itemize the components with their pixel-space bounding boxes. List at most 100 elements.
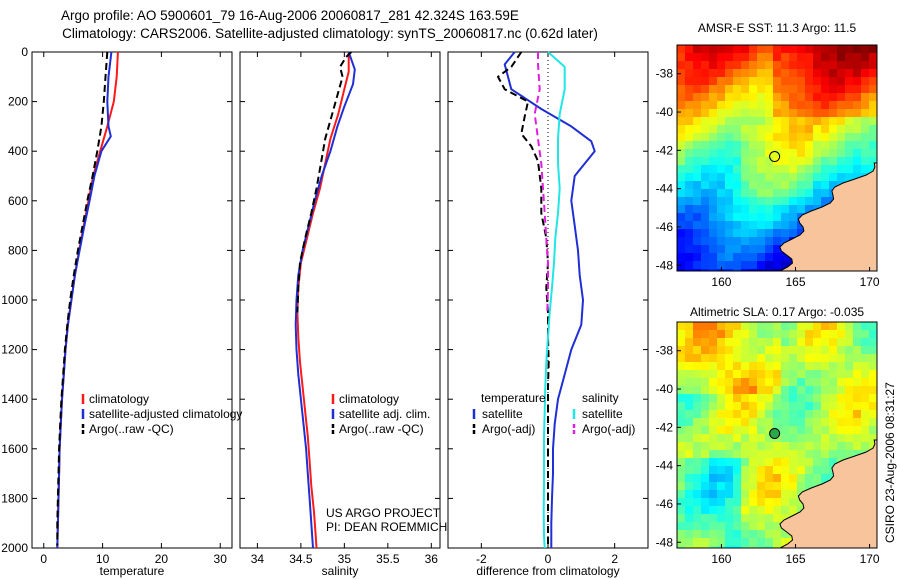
- map-cell: [741, 522, 750, 531]
- map-cell: [837, 85, 846, 94]
- map-cell: [733, 330, 742, 339]
- map-cell: [725, 418, 734, 427]
- map-cell: [693, 322, 702, 331]
- map-cell: [869, 69, 877, 78]
- map-cell: [701, 61, 710, 70]
- map-cell: [725, 402, 734, 411]
- map-cell: [709, 362, 718, 371]
- map-cell: [789, 229, 798, 238]
- map-cell: [773, 354, 782, 363]
- map-cell: [733, 189, 742, 198]
- map-cell: [861, 85, 870, 94]
- map-cell: [853, 338, 862, 347]
- map-cell: [773, 173, 782, 182]
- map-cell: [701, 466, 710, 475]
- map-cell: [741, 149, 750, 158]
- map-cell: [805, 101, 814, 110]
- map-cell: [701, 410, 710, 419]
- x-tick-label: 30: [214, 552, 228, 566]
- map-cell: [845, 117, 854, 126]
- map-cell: [757, 410, 766, 419]
- map-cell: [773, 410, 782, 419]
- map-cell: [709, 434, 718, 443]
- map-cell: [805, 141, 814, 150]
- csiro-timestamp: CSIRO 23-Aug-2006 08:31:27: [883, 382, 897, 543]
- map-cell: [693, 474, 702, 483]
- map-cell: [677, 330, 686, 339]
- map-cell: [781, 213, 790, 222]
- map-cell: [717, 482, 726, 491]
- map-cell: [717, 434, 726, 443]
- map-cell: [837, 418, 846, 427]
- map-cell: [741, 530, 750, 539]
- map-cell: [821, 85, 830, 94]
- map-cell: [781, 378, 790, 387]
- map-cell: [749, 490, 758, 499]
- map-cell: [845, 165, 854, 174]
- map-cell: [813, 141, 822, 150]
- map-cell: [773, 538, 782, 547]
- map-cell: [845, 109, 854, 118]
- map-cell: [717, 442, 726, 451]
- map-cell: [685, 450, 694, 459]
- map-cell: [829, 386, 838, 395]
- map-cell: [781, 173, 790, 182]
- map-cell: [789, 213, 798, 222]
- map-cell: [821, 410, 830, 419]
- map-cell: [805, 157, 814, 166]
- map-cell: [797, 450, 806, 459]
- map-cell: [861, 410, 870, 419]
- map-cell: [685, 354, 694, 363]
- map-cell: [789, 490, 798, 499]
- float-location-marker: [769, 428, 781, 440]
- map-cell: [805, 450, 814, 459]
- map-cell: [741, 93, 750, 102]
- map-cell: [733, 173, 742, 182]
- map-cell: [813, 370, 822, 379]
- map-cell: [709, 109, 718, 118]
- map-cell: [845, 125, 854, 134]
- map-cell: [693, 434, 702, 443]
- map-cell: [741, 346, 750, 355]
- map-cell: [677, 125, 686, 134]
- map-cell: [829, 330, 838, 339]
- map-cell: [781, 157, 790, 166]
- chart-title-line1: Argo profile: AO 5900601_79 16-Aug-2006 …: [61, 8, 519, 23]
- map-cell: [845, 69, 854, 78]
- map-cell: [765, 77, 774, 86]
- map-cell: [717, 189, 726, 198]
- map-title: AMSR-E SST: 11.3 Argo: 11.5: [698, 21, 857, 35]
- map-cell: [821, 45, 830, 54]
- map-cell: [821, 426, 830, 435]
- map-cell: [693, 426, 702, 435]
- map-cell: [837, 133, 846, 142]
- map-cell: [709, 482, 718, 491]
- map-cell: [845, 149, 854, 158]
- map-cell: [749, 133, 758, 142]
- map-cell: [741, 482, 750, 491]
- map-cell: [685, 141, 694, 150]
- map-cell: [749, 338, 758, 347]
- series-line-salinity-satellite: [542, 51, 566, 549]
- map-cell: [741, 109, 750, 118]
- map-cell: [821, 149, 830, 158]
- map-cell: [693, 229, 702, 238]
- map-cell: [829, 442, 838, 451]
- map-cell: [677, 410, 686, 419]
- map-cell: [733, 322, 742, 331]
- map-cell: [837, 330, 846, 339]
- map-cell: [685, 506, 694, 515]
- map-cell: [837, 45, 846, 54]
- map-cell: [733, 338, 742, 347]
- map-cell: [789, 141, 798, 150]
- map-cell: [789, 482, 798, 491]
- map-cell: [725, 466, 734, 475]
- map-cell: [781, 338, 790, 347]
- map-cell: [845, 101, 854, 110]
- map-cell: [709, 370, 718, 379]
- map-cell: [861, 117, 870, 126]
- map-cell: [693, 386, 702, 395]
- map-cell: [749, 141, 758, 150]
- map-cell: [733, 522, 742, 531]
- map-cell: [693, 125, 702, 134]
